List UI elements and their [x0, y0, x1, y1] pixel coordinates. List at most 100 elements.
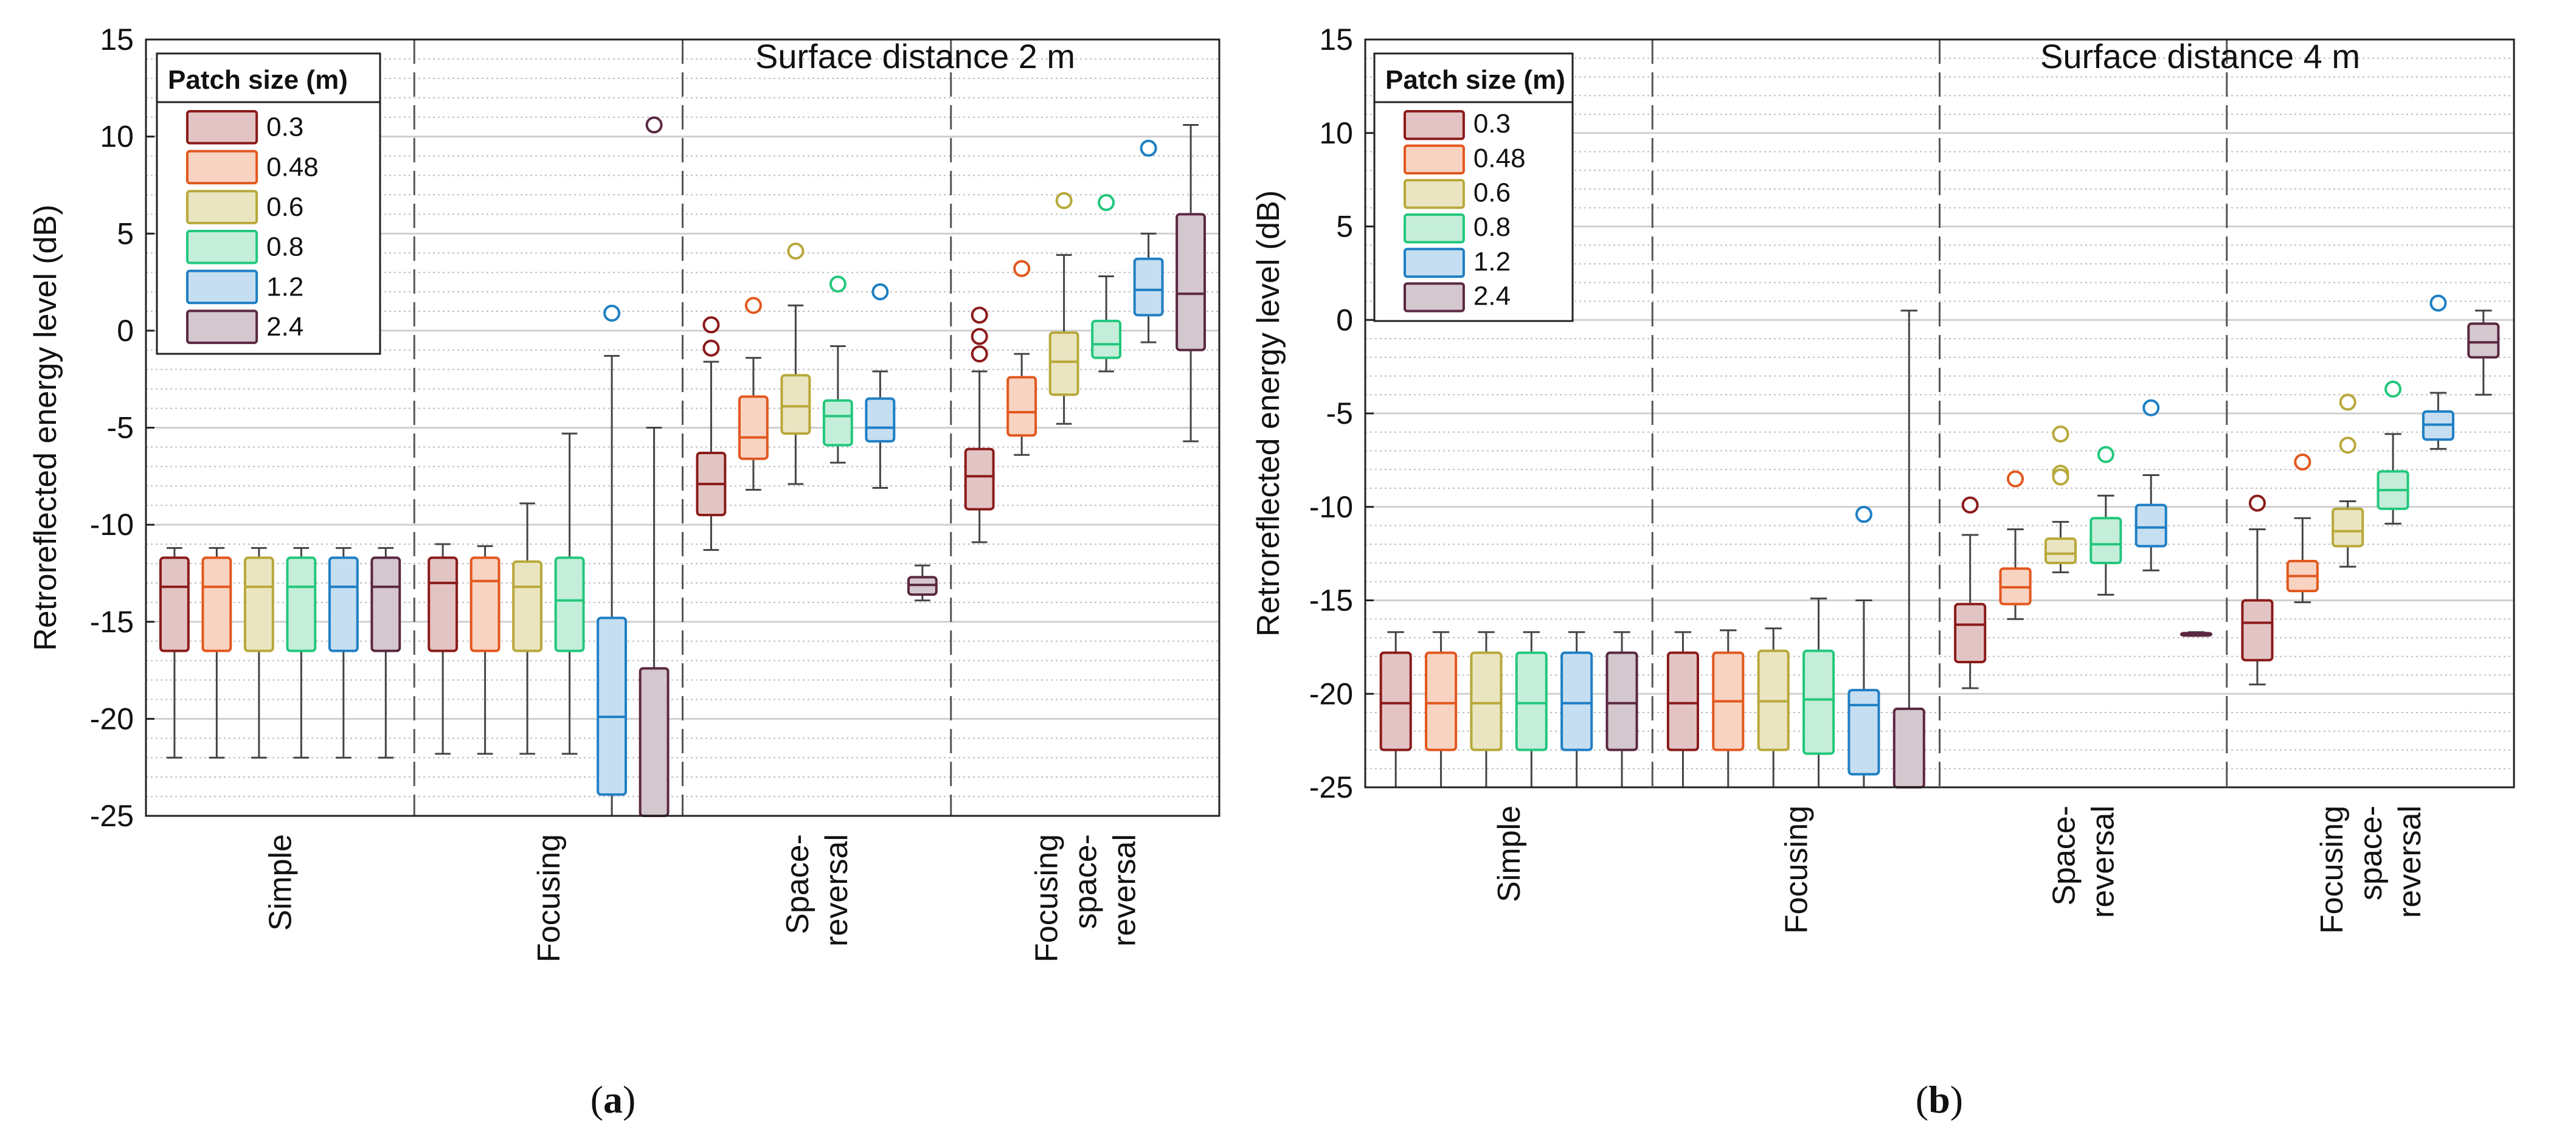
box-focusingspacereversal-0.48: [1006, 260, 1037, 456]
box-body: [1605, 651, 1638, 751]
legend-swatch-1.2: [1404, 247, 1465, 278]
outlier-point: [2294, 453, 2311, 471]
box-spacereversal-0.3: [696, 316, 727, 551]
panel-label: (a): [590, 1078, 636, 1121]
chart-panel-b: 15 10 5 0 -5 -10 -15 -20 -25 Retroreflected energ…: [1251, 22, 2515, 1121]
x-category-label: Focusing: [1779, 806, 1814, 934]
box-focusing-0.8: [554, 432, 585, 755]
box-focusing-2.4: [1892, 309, 1925, 789]
y-tick-label: -5: [107, 411, 134, 445]
box-body: [428, 556, 459, 652]
outlier-point: [744, 297, 762, 314]
y-tick-label: -10: [90, 508, 134, 542]
panel-letter: b: [1928, 1078, 1950, 1121]
box-spacereversal-0.3: [1954, 496, 1987, 689]
box-simple-0.48: [201, 547, 232, 759]
y-axis-label: Retroreflected energy level (dB): [28, 204, 63, 651]
legend-swatch-0.6: [1404, 179, 1465, 209]
box-spacereversal-2.4: [907, 564, 938, 602]
box-body: [2241, 599, 2274, 661]
y-tick-label: 5: [1336, 210, 1353, 244]
legend-label-0.6: 0.6: [266, 192, 303, 222]
x-category-label: Focusing: [1029, 834, 1064, 962]
x-category-label: reversal: [1107, 834, 1142, 947]
legend-label-0.3: 0.3: [1473, 109, 1511, 139]
legend-swatch-0.48: [186, 150, 258, 185]
box-simple-0.8: [1515, 631, 1548, 787]
chart-title: Surface distance 2 m: [755, 37, 1075, 75]
box-focusing-0.3: [428, 543, 459, 755]
box-simple-0.8: [286, 547, 317, 759]
legend-swatch-0.3: [1404, 110, 1465, 140]
legend: Patch size (m) 0.3 0.48 0.6 0.8 1.2 2.4: [1373, 52, 1574, 322]
legend-label-2.4: 2.4: [266, 312, 303, 342]
box-body: [2467, 322, 2500, 359]
box-body: [2090, 517, 2122, 565]
box-body: [964, 447, 995, 511]
legend-label-0.48: 0.48: [1473, 143, 1526, 173]
y-tick-label: 10: [1319, 116, 1353, 150]
y-tick-label: -15: [1309, 584, 1353, 618]
outlier-point: [2097, 446, 2114, 463]
box-focusing-2.4: [639, 116, 670, 817]
outlier-point: [871, 283, 889, 301]
legend: Patch size (m) 0.3 0.48 0.6 0.8 1.2 2.4: [156, 52, 381, 355]
box-body: [1091, 319, 1122, 359]
box-simple-2.4: [1605, 631, 1638, 787]
legend-swatch-0.3: [186, 110, 258, 145]
y-tick-label: -20: [1309, 677, 1353, 711]
box-body: [1954, 602, 1987, 663]
outlier-point: [702, 339, 720, 357]
box-body: [597, 616, 628, 796]
box-focusingspacereversal-0.3: [964, 306, 995, 544]
outlier-point: [603, 305, 621, 322]
box-focusingspacereversal-0.6: [2332, 393, 2364, 568]
outlier-point: [2429, 294, 2447, 312]
legend-label-1.2: 1.2: [266, 272, 303, 302]
y-tick-label: -15: [90, 605, 134, 639]
box-body: [1847, 689, 1880, 776]
box-focusing-0.8: [1802, 597, 1835, 787]
legend-title: Patch size (m): [1385, 65, 1565, 95]
x-category-label: Focusing: [2315, 806, 2350, 934]
box-body: [328, 556, 359, 652]
box-focusing-0.48: [1712, 629, 1745, 787]
box-body: [865, 397, 896, 443]
legend-swatch-2.4: [1404, 282, 1465, 312]
box-body: [780, 374, 811, 435]
box-focusing-0.6: [512, 502, 543, 755]
box-body: [1379, 651, 1412, 751]
x-category-label: Space-: [2047, 806, 2082, 906]
box-focusingspacereversal-0.8: [2377, 381, 2409, 525]
x-category-label: Space-: [780, 834, 815, 934]
box-body: [1802, 649, 1835, 755]
outlier-point: [2142, 399, 2160, 416]
box-simple-2.4: [370, 547, 401, 759]
outlier-point: [1055, 192, 1073, 209]
outlier-point: [2384, 381, 2402, 398]
box-body: [1048, 331, 1079, 396]
chart-panel-a: 15 10 5 0 -5 -10 -15 -20 -25 Retroreflected energ…: [28, 22, 1220, 1121]
box-body: [1515, 651, 1548, 751]
x-category-label: Focusing: [531, 834, 567, 962]
panel-letter: a: [603, 1078, 623, 1121]
legend-label-0.6: 0.6: [1473, 178, 1511, 207]
y-tick-label: 0: [117, 314, 134, 348]
y-tick-label: 0: [1336, 303, 1353, 337]
outlier-point: [2339, 437, 2356, 454]
box-focusingspacereversal-0.3: [2241, 494, 2274, 686]
box-focusingspacereversal-2.4: [2467, 309, 2500, 396]
outlier-point: [971, 306, 988, 324]
legend-title: Patch size (m): [168, 65, 348, 95]
y-tick-label: -10: [1309, 490, 1353, 524]
box-body: [1892, 707, 1925, 789]
x-category-label: space-: [2353, 806, 2389, 900]
legend-swatch-0.8: [1404, 213, 1465, 244]
outlier-point: [2052, 468, 2069, 486]
box-body: [512, 560, 543, 652]
box-body: [1006, 376, 1037, 437]
box-body: [554, 556, 585, 652]
y-tick-label: -25: [90, 799, 134, 833]
outlier-point: [2052, 425, 2069, 443]
